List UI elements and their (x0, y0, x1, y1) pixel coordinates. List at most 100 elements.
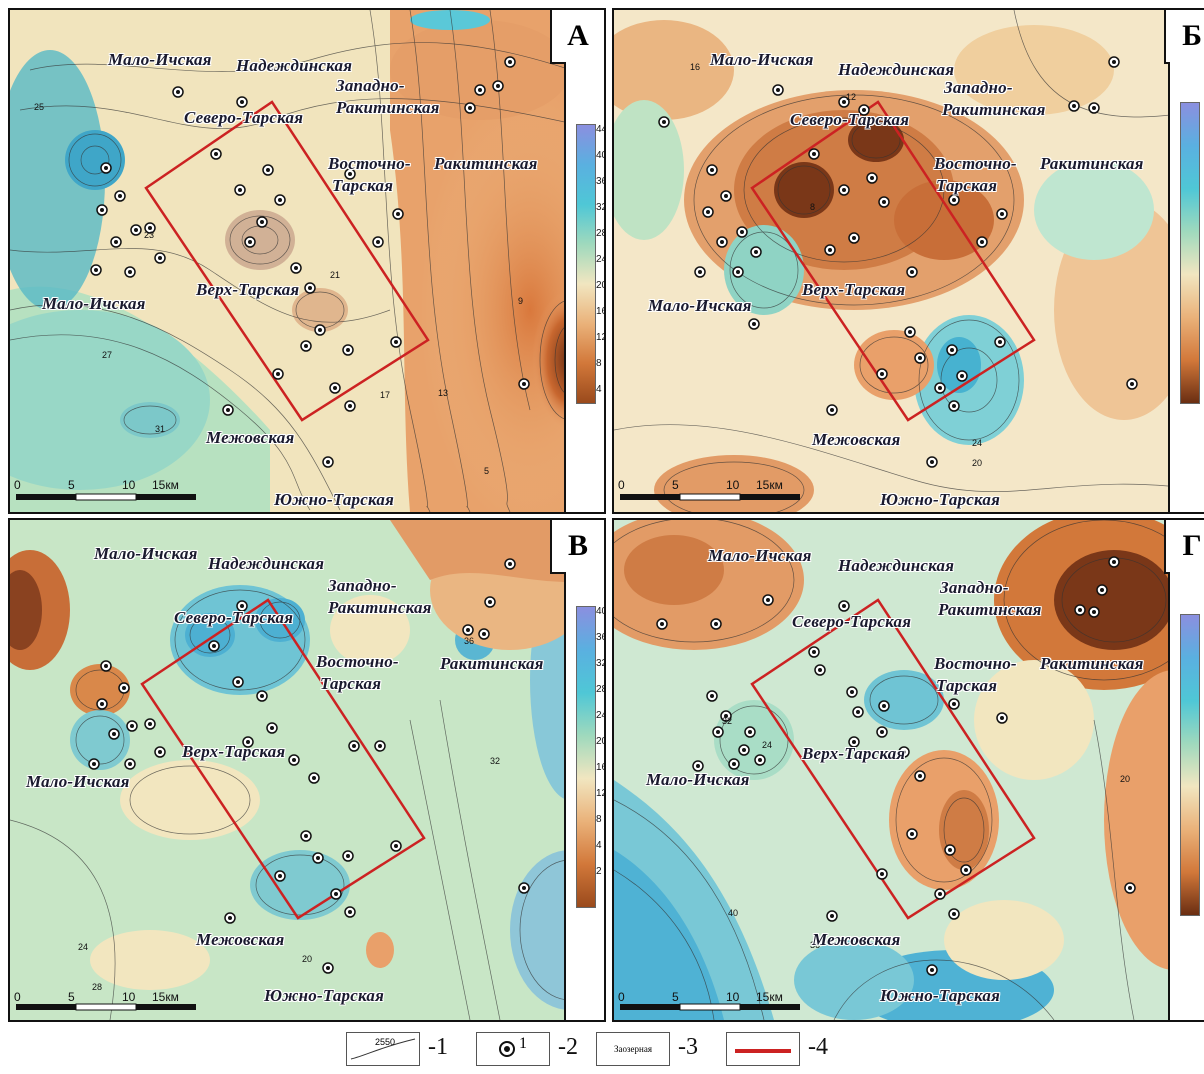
field-label-malo-ichskaya-top: Мало-Ичская (94, 544, 198, 564)
colorbar-tick: 12 (596, 788, 606, 799)
field-label-malo-ichskaya: Мало-Ичская (26, 772, 130, 792)
colorbar-tick: 40 (596, 150, 606, 161)
field-label-nadezhdinskaya: Надеждинская (838, 556, 954, 576)
colorbar-tick: 8 (596, 814, 602, 825)
contour-label: 9 (518, 296, 523, 306)
field-label-severo-tarskaya: Северо-Тарская (790, 110, 909, 130)
map-panel-b: 16 12 20 24 8 Мало-Ичская Надеждинская З… (612, 8, 1204, 514)
contour-label: 24 (972, 438, 982, 448)
field-label-yuzhno-tarskaya: Южно-Тарская (880, 986, 1000, 1006)
field-label-tarskaya: Тарская (936, 176, 997, 196)
colorbar-tick: 4 (596, 840, 602, 851)
contour-label: 20 (972, 458, 982, 468)
panel-letter-a: А (550, 10, 604, 64)
field-label-yuzhno-tarskaya: Южно-Тарская (274, 490, 394, 510)
colorbar-tick: 12 (596, 332, 606, 343)
colorbar-tick: 24 (596, 254, 606, 265)
colorbar-a (576, 124, 596, 404)
field-label-vostochno: Восточно- (316, 652, 399, 672)
field-label-rakitinskaya-w: Ракитинская (942, 100, 1046, 120)
scale-tick: 0 (618, 990, 625, 1004)
scale-tick: 10 (122, 478, 135, 492)
field-label-nadezhdinskaya: Надеждинская (208, 554, 324, 574)
scale-tick: 15км (152, 990, 179, 1004)
colorbar-tick: 28 (596, 228, 606, 239)
field-label-mezhovskaya: Межовская (812, 430, 900, 450)
contour-label: 25 (34, 102, 44, 112)
colorbar-tick: 16 (596, 306, 606, 317)
contour-label: 16 (690, 62, 700, 72)
field-label-malo-ichskaya: Мало-Ичская (42, 294, 146, 314)
colorbar-tick: 4 (596, 384, 602, 395)
scale-tick: 10 (726, 478, 739, 492)
legend-field-sample: Заозерная (596, 1032, 670, 1066)
contour-label: 27 (102, 350, 112, 360)
scale-bar-b (620, 494, 800, 500)
field-label-mezhovskaya: Межовская (196, 930, 284, 950)
field-label-malo-ichskaya-top: Мало-Ичская (708, 546, 812, 566)
colorbar-tick: 44 (596, 124, 606, 135)
legend-item-2: -2 (558, 1034, 578, 1061)
colorbar-v (576, 606, 596, 908)
panel-letter-b: Б (1164, 10, 1204, 64)
legend-contour-value: 2550 (375, 1037, 395, 1047)
field-label-verkh-tarskaya: Верх-Тарская (802, 744, 905, 764)
contour-label: 8 (810, 202, 815, 212)
map-panel-v: 24 20 28 32 36 Мало-Ичская Надеждинская … (8, 518, 606, 1022)
contour-label: 21 (330, 270, 340, 280)
scale-bar-v (16, 1004, 196, 1010)
scale-tick: 5 (672, 990, 679, 1004)
field-label-yuzhno-tarskaya: Южно-Тарская (880, 490, 1000, 510)
map-a-surface (10, 10, 604, 512)
legend-item-3: -3 (678, 1034, 698, 1061)
colorbar-tick: 24 (596, 710, 606, 721)
scale-tick: 5 (68, 990, 75, 1004)
field-label-yuzhno-tarskaya: Южно-Тарская (264, 986, 384, 1006)
field-label-nadezhdinskaya: Надеждинская (838, 60, 954, 80)
colorbar-tick: 36 (596, 176, 606, 187)
contour-label: 20 (302, 954, 312, 964)
contour-label: 28 (92, 982, 102, 992)
scale-tick: 5 (68, 478, 75, 492)
scale-bar-a (16, 494, 196, 500)
scale-tick: 15км (152, 478, 179, 492)
panel-letter-v: В (550, 520, 604, 574)
legend-item-4: -4 (808, 1034, 828, 1061)
field-label-tarskaya: Тарская (936, 676, 997, 696)
legend-well-sample: 1 (476, 1032, 550, 1066)
contour-label: 17 (380, 390, 390, 400)
colorbar-tick: 2 (596, 866, 602, 877)
colorbar-tick: 36 (596, 632, 606, 643)
contour-label: 32 (490, 756, 500, 766)
field-label-zapadno: Западно- (940, 578, 1009, 598)
colorbar-tick: 32 (596, 658, 606, 669)
field-label-malo-ichskaya-top: Мало-Ичская (108, 50, 212, 70)
colorbar-tick: 16 (596, 762, 606, 773)
contour-label: 24 (78, 942, 88, 952)
field-label-mezhovskaya: Межовская (206, 428, 294, 448)
well-icon (477, 1033, 549, 1065)
contour-label: 5 (484, 466, 489, 476)
field-label-vostochno: Восточно- (328, 154, 411, 174)
field-label-vostochno: Восточно- (934, 654, 1017, 674)
scale-tick: 0 (618, 478, 625, 492)
contour-label: 40 (728, 908, 738, 918)
legend-boundary-sample (726, 1032, 800, 1066)
field-label-rakitinskaya-w: Ракитинская (336, 98, 440, 118)
field-label-mezhovskaya: Межовская (812, 930, 900, 950)
scale-tick: 10 (726, 990, 739, 1004)
colorbar-tick: 32 (596, 202, 606, 213)
field-label-severo-tarskaya: Северо-Тарская (184, 108, 303, 128)
field-label-rakitinskaya: Ракитинская (440, 654, 544, 674)
contour-label: 13 (438, 388, 448, 398)
panel-letter-g: Г (1164, 520, 1204, 574)
field-label-severo-tarskaya: Северо-Тарская (174, 608, 293, 628)
scale-tick: 0 (14, 990, 21, 1004)
field-label-rakitinskaya: Ракитинская (434, 154, 538, 174)
scale-tick: 10 (122, 990, 135, 1004)
colorbar-tick: 40 (596, 606, 606, 617)
contour-label: 31 (155, 424, 165, 434)
map-panel-a: 23 21 17 31 13 9 5 27 25 Мало-Ичская Над… (8, 8, 606, 514)
legend-item-1: -1 (428, 1034, 448, 1061)
colorbar-tick: 8 (596, 358, 602, 369)
